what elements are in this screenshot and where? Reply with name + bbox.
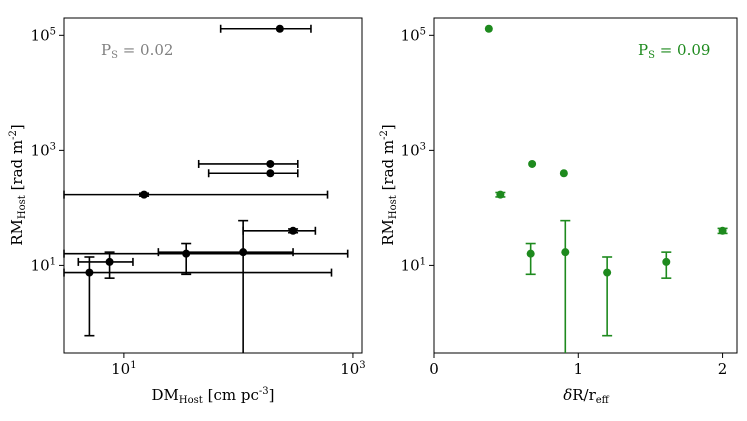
right-marker [559, 169, 568, 178]
right-y-tick-label: 103 [401, 141, 426, 159]
right-panel: PS = 0.09 δR/reff RMHost [rad m-2] 0 1 2 10… [379, 17, 738, 406]
left-marker [182, 249, 191, 258]
left-point-6 [63, 242, 349, 276]
left-y-tick-label: 105 [31, 26, 56, 44]
left-marker [266, 169, 275, 178]
right-x-axis-label: δR/reff [563, 386, 609, 406]
left-point-1 [197, 159, 299, 168]
left-point-5 [157, 219, 294, 353]
left-point-8 [63, 256, 333, 337]
right-point-8 [717, 226, 728, 235]
right-marker [496, 190, 505, 199]
right-marker [662, 257, 671, 266]
left-annotation: PS = 0.02 [101, 41, 173, 61]
right-point-3 [559, 169, 568, 178]
right-point-0 [484, 24, 493, 33]
right-y-tick-label: 101 [401, 256, 426, 274]
left-marker [239, 248, 248, 257]
right-marker [484, 24, 493, 33]
right-marker [561, 248, 570, 257]
left-point-2 [207, 169, 299, 178]
left-x-tick-label: 101 [111, 360, 136, 378]
right-plot-frame [433, 17, 738, 354]
left-point-0 [219, 24, 312, 33]
right-y-axis-label: RMHost [rad m-2] [379, 124, 399, 246]
right-x-tick-label: 0 [429, 360, 439, 378]
right-x-tick-label: 1 [574, 360, 584, 378]
right-marker [526, 249, 535, 258]
right-point-6 [602, 256, 613, 337]
left-marker [275, 24, 284, 33]
left-panel: PS = 0.02 DMHost [cm pc-3] RMHost [rad m… [8, 17, 366, 406]
left-marker [266, 159, 275, 168]
right-point-2 [528, 159, 537, 168]
left-y-axis-label: RMHost [rad m-2] [8, 124, 28, 246]
right-marker [603, 268, 612, 277]
left-y-tick-label: 101 [31, 256, 56, 274]
right-point-4 [525, 242, 536, 276]
right-x-tick-label: 2 [718, 360, 728, 378]
right-point-7 [661, 251, 672, 279]
left-marker [85, 268, 94, 277]
left-marker [140, 190, 149, 199]
left-point-3 [63, 190, 329, 199]
right-point-5 [560, 219, 571, 353]
right-annotation: PS = 0.09 [638, 41, 710, 61]
left-x-tick-label: 103 [340, 360, 365, 378]
right-marker [528, 159, 537, 168]
right-marker [718, 226, 727, 235]
left-point-7 [77, 251, 134, 279]
left-marker [289, 226, 298, 235]
left-y-tick-label: 103 [31, 141, 56, 159]
left-marker [105, 257, 114, 266]
left-point-4 [242, 226, 317, 235]
left-plot-frame [63, 17, 363, 354]
left-x-axis-label: DMHost [cm pc-3] [152, 386, 275, 406]
right-point-1 [495, 190, 506, 199]
right-y-tick-label: 105 [401, 26, 426, 44]
